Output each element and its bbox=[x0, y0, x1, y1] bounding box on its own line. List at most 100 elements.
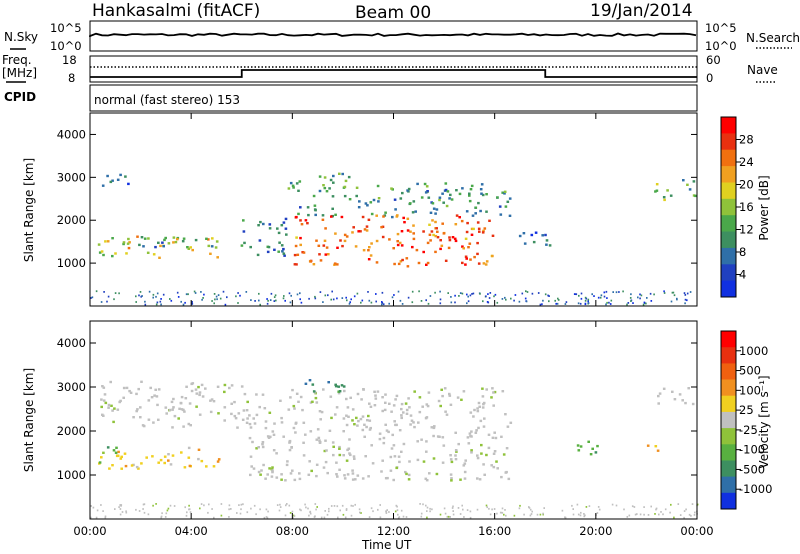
heatmap-cell bbox=[358, 508, 361, 511]
heatmap-cell bbox=[279, 503, 281, 506]
heatmap-cell bbox=[122, 396, 125, 399]
heatmap-cell bbox=[216, 385, 220, 388]
heatmap-cell bbox=[352, 226, 355, 229]
heatmap-cell bbox=[470, 227, 474, 231]
heatmap-cell bbox=[100, 250, 104, 253]
heatmap-cell bbox=[106, 300, 108, 303]
heatmap-cell bbox=[508, 197, 512, 200]
heatmap-cell bbox=[461, 187, 464, 190]
heatmap-cell bbox=[182, 237, 186, 240]
heatmap-cell bbox=[495, 460, 498, 463]
y-tick-label: 3000 bbox=[57, 170, 86, 184]
heatmap-cell bbox=[467, 295, 469, 298]
heatmap-cell bbox=[122, 242, 125, 246]
heatmap-cell bbox=[367, 258, 371, 261]
heatmap-cell bbox=[345, 397, 348, 401]
heatmap-cell bbox=[189, 246, 192, 249]
heatmap-cell bbox=[611, 503, 614, 506]
heatmap-cell bbox=[287, 408, 291, 411]
heatmap-cell bbox=[548, 244, 552, 247]
heatmap-cell bbox=[336, 505, 339, 508]
heatmap-cell bbox=[577, 449, 581, 452]
heatmap-cell bbox=[309, 512, 312, 515]
heatmap-cell bbox=[631, 505, 634, 508]
heatmap-cell bbox=[210, 245, 214, 248]
heatmap-cell bbox=[336, 246, 339, 249]
heatmap-cell bbox=[474, 206, 478, 209]
heatmap-cell bbox=[584, 514, 586, 517]
heatmap-cell bbox=[426, 190, 429, 193]
heatmap-cell bbox=[491, 234, 495, 237]
heatmap-cell bbox=[291, 388, 294, 392]
heatmap-cell bbox=[125, 511, 128, 514]
y-tick-label: 4000 bbox=[57, 127, 86, 141]
heatmap-cell bbox=[477, 426, 480, 430]
heatmap-cell bbox=[264, 420, 268, 423]
heatmap-cell bbox=[223, 406, 227, 409]
heatmap-cell bbox=[454, 239, 458, 243]
heatmap-cell bbox=[318, 441, 322, 444]
heatmap-cell bbox=[505, 447, 509, 450]
heatmap-cell bbox=[124, 464, 128, 468]
heatmap-cell bbox=[482, 425, 486, 428]
heatmap-cell bbox=[478, 478, 482, 481]
heatmap-cell bbox=[438, 198, 441, 202]
heatmap-cell bbox=[268, 227, 272, 230]
heatmap-cell bbox=[304, 433, 307, 436]
heatmap-cell bbox=[141, 295, 143, 297]
heatmap-cell bbox=[481, 231, 485, 234]
heatmap-cell bbox=[378, 437, 382, 441]
heatmap-cell bbox=[323, 516, 326, 519]
heatmap-cell bbox=[405, 516, 408, 518]
heatmap-cell bbox=[318, 175, 322, 178]
heatmap-cell bbox=[186, 511, 188, 514]
heatmap-cell bbox=[269, 435, 272, 438]
noise-tick-high: 10^5 bbox=[50, 21, 82, 35]
heatmap-cell bbox=[639, 297, 641, 300]
heatmap-cell bbox=[344, 179, 348, 183]
heatmap-cell bbox=[571, 504, 573, 507]
heatmap-cell bbox=[167, 507, 170, 510]
colorbar-swatch bbox=[721, 247, 736, 265]
heatmap-cell bbox=[308, 297, 310, 300]
heatmap-cell bbox=[637, 296, 639, 299]
heatmap-cell bbox=[337, 392, 341, 395]
heatmap-cell bbox=[409, 230, 412, 233]
heatmap-cell bbox=[468, 432, 472, 435]
heatmap-cell bbox=[274, 294, 277, 297]
heatmap-cell bbox=[482, 403, 485, 406]
heatmap-cell bbox=[485, 453, 488, 457]
heatmap-cell bbox=[363, 228, 367, 231]
heatmap-cell bbox=[187, 422, 191, 426]
heatmap-cell bbox=[591, 293, 593, 296]
heatmap-cell bbox=[135, 301, 137, 303]
heatmap-cell bbox=[454, 458, 458, 461]
heatmap-cell bbox=[242, 503, 244, 506]
heatmap-cell bbox=[106, 446, 110, 449]
velocity-y-label: Slant Range [km] bbox=[22, 368, 36, 472]
heatmap-cell bbox=[655, 508, 657, 511]
colorbar-swatch bbox=[721, 428, 736, 445]
heatmap-cell bbox=[503, 190, 507, 193]
heatmap-cell bbox=[384, 211, 387, 214]
heatmap-cell bbox=[127, 246, 131, 250]
heatmap-cell bbox=[449, 454, 452, 457]
heatmap-cell bbox=[518, 234, 522, 238]
heatmap-cell bbox=[503, 513, 505, 516]
heatmap-cell bbox=[171, 426, 174, 429]
heatmap-cell bbox=[353, 423, 356, 426]
heatmap-cell bbox=[109, 180, 113, 184]
velocity-heatmap-panel: 1000 2000 3000 4000 Slant Range [km] bbox=[22, 320, 699, 520]
heatmap-cell bbox=[188, 402, 192, 405]
heatmap-cell bbox=[289, 181, 293, 185]
heatmap-cell bbox=[240, 385, 244, 388]
heatmap-cell bbox=[280, 473, 283, 476]
heatmap-cell bbox=[121, 511, 124, 513]
nave-tick-low: 0 bbox=[706, 71, 713, 85]
heatmap-cell bbox=[334, 383, 337, 386]
heatmap-cell bbox=[341, 172, 344, 176]
heatmap-cell bbox=[377, 200, 380, 203]
heatmap-cell bbox=[284, 479, 287, 482]
heatmap-cell bbox=[180, 300, 182, 303]
heatmap-cell bbox=[396, 243, 400, 247]
